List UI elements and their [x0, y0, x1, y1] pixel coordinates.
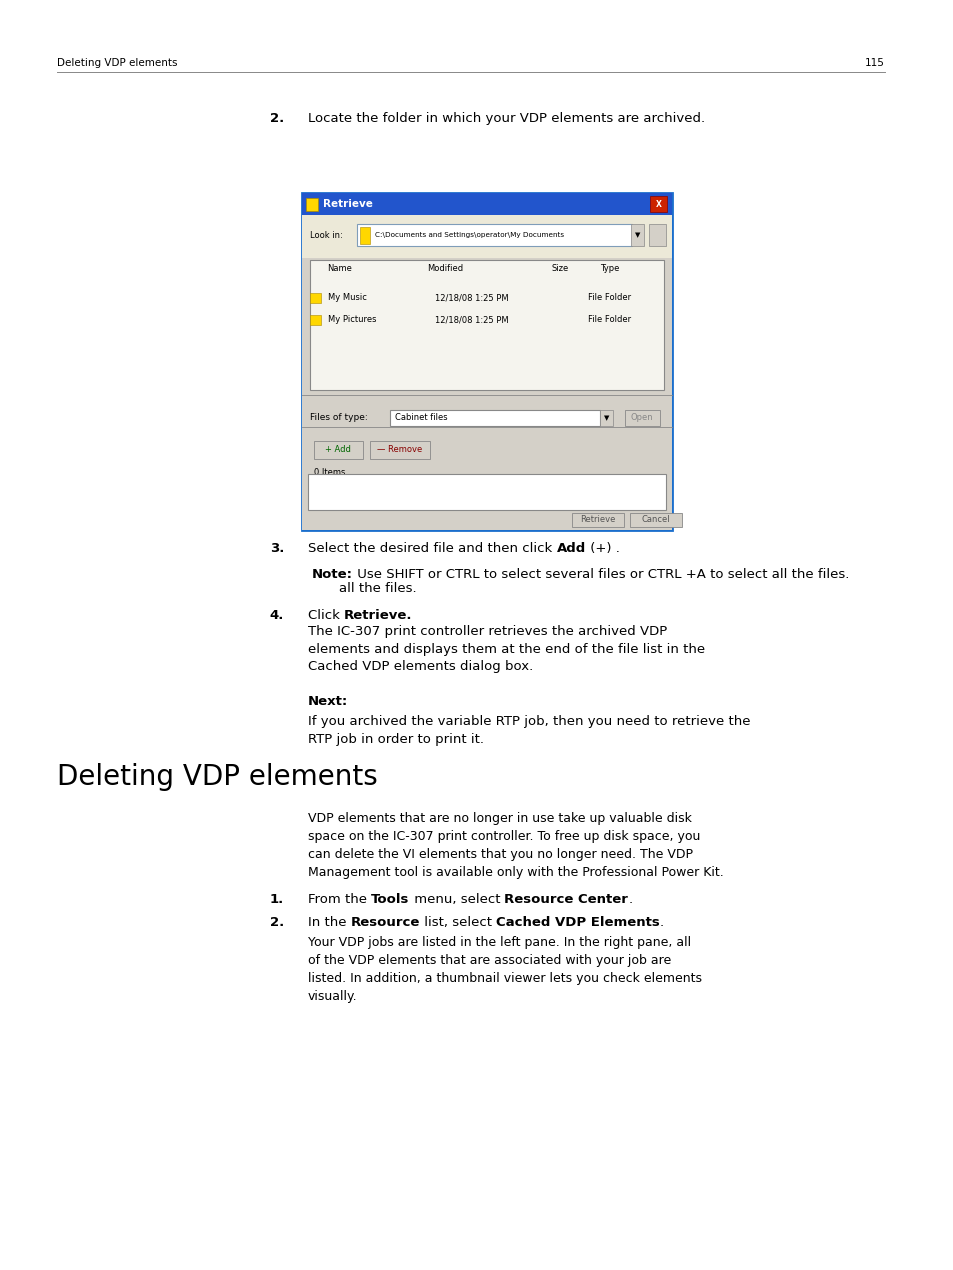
Text: 3.: 3. — [270, 542, 284, 555]
Bar — [310, 260, 663, 390]
Text: 12/18/08 1:25 PM: 12/18/08 1:25 PM — [435, 293, 508, 302]
Text: 0 Items: 0 Items — [314, 467, 345, 476]
Text: Size: Size — [551, 264, 568, 273]
Text: Tools: Tools — [371, 893, 409, 906]
Text: Type: Type — [599, 264, 619, 273]
Bar — [390, 410, 599, 425]
Text: 115: 115 — [864, 58, 884, 69]
Text: 1.: 1. — [270, 893, 284, 906]
Text: Resource Center: Resource Center — [504, 893, 628, 906]
Bar — [310, 293, 321, 304]
Bar — [357, 224, 631, 246]
Bar — [314, 441, 363, 458]
Bar — [648, 224, 665, 246]
Text: File Folder: File Folder — [587, 315, 631, 325]
Text: From the: From the — [308, 893, 371, 906]
Text: Retrieve: Retrieve — [579, 516, 615, 525]
Text: Retrieve: Retrieve — [323, 199, 373, 210]
Text: Deleting VDP elements: Deleting VDP elements — [57, 58, 177, 69]
Text: Cached VDP Elements: Cached VDP Elements — [496, 916, 659, 928]
Text: My Music: My Music — [328, 293, 367, 302]
Text: The IC-307 print controller retrieves the archived VDP
elements and displays the: The IC-307 print controller retrieves th… — [308, 625, 704, 673]
Text: File Folder: File Folder — [587, 293, 631, 302]
Bar — [308, 474, 665, 511]
Text: Files of type:: Files of type: — [310, 413, 367, 422]
Text: 2.: 2. — [270, 916, 284, 928]
Bar — [302, 193, 671, 215]
Text: Your VDP jobs are listed in the left pane. In the right pane, all
of the VDP ele: Your VDP jobs are listed in the left pan… — [308, 936, 701, 1003]
Text: + Add: + Add — [325, 446, 351, 455]
Text: Next:: Next: — [308, 695, 348, 707]
Text: Click: Click — [308, 610, 344, 622]
Text: all the files.: all the files. — [339, 582, 416, 596]
Text: Cancel: Cancel — [641, 516, 670, 525]
Text: .: . — [628, 893, 632, 906]
Bar — [624, 410, 659, 425]
Text: — Remove: — Remove — [377, 446, 422, 455]
Text: list, select: list, select — [419, 916, 496, 928]
Text: Look in:: Look in: — [310, 231, 342, 240]
Bar — [302, 427, 671, 465]
Text: Locate the folder in which your VDP elements are archived.: Locate the folder in which your VDP elem… — [308, 112, 704, 124]
Text: ▼: ▼ — [635, 232, 639, 237]
Bar — [302, 511, 671, 530]
Text: Retrieve.: Retrieve. — [344, 610, 413, 622]
Text: 12/18/08 1:25 PM: 12/18/08 1:25 PM — [435, 315, 508, 325]
Bar — [599, 410, 613, 425]
Text: VDP elements that are no longer in use take up valuable disk
space on the IC-307: VDP elements that are no longer in use t… — [308, 812, 723, 879]
Text: Modified: Modified — [427, 264, 462, 273]
Text: .: . — [659, 916, 663, 928]
Bar — [649, 196, 666, 212]
Bar — [302, 215, 671, 530]
Bar — [629, 513, 681, 527]
Text: Cabinet files: Cabinet files — [395, 414, 447, 423]
Bar — [310, 315, 321, 325]
Bar — [572, 513, 623, 527]
Text: Select the desired file and then click: Select the desired file and then click — [308, 542, 556, 555]
Text: 4.: 4. — [270, 610, 284, 622]
Text: Add: Add — [556, 542, 585, 555]
Bar — [360, 227, 370, 244]
Bar — [310, 260, 663, 278]
Text: ▼: ▼ — [603, 415, 609, 420]
Bar — [306, 198, 318, 211]
Text: In the: In the — [308, 916, 351, 928]
Bar — [302, 193, 671, 530]
Bar — [370, 441, 430, 458]
Text: Note:: Note: — [312, 568, 353, 580]
Text: Name: Name — [327, 264, 352, 273]
Text: Open: Open — [630, 414, 653, 423]
Text: Use SHIFT or CTRL to select several files or CTRL +A to select all the files.: Use SHIFT or CTRL to select several file… — [353, 568, 848, 580]
Bar — [630, 224, 643, 246]
Text: (+) .: (+) . — [585, 542, 619, 555]
Text: Deleting VDP elements: Deleting VDP elements — [57, 763, 377, 791]
Text: Resource: Resource — [351, 916, 419, 928]
Bar — [302, 215, 671, 258]
Text: C:\Documents and Settings\operator\My Documents: C:\Documents and Settings\operator\My Do… — [375, 232, 563, 237]
Text: If you archived the variable RTP job, then you need to retrieve the
RTP job in o: If you archived the variable RTP job, th… — [308, 715, 750, 745]
Text: X: X — [655, 199, 660, 208]
Text: 2.: 2. — [270, 112, 284, 124]
Text: My Pictures: My Pictures — [328, 315, 376, 325]
Text: menu, select: menu, select — [409, 893, 504, 906]
